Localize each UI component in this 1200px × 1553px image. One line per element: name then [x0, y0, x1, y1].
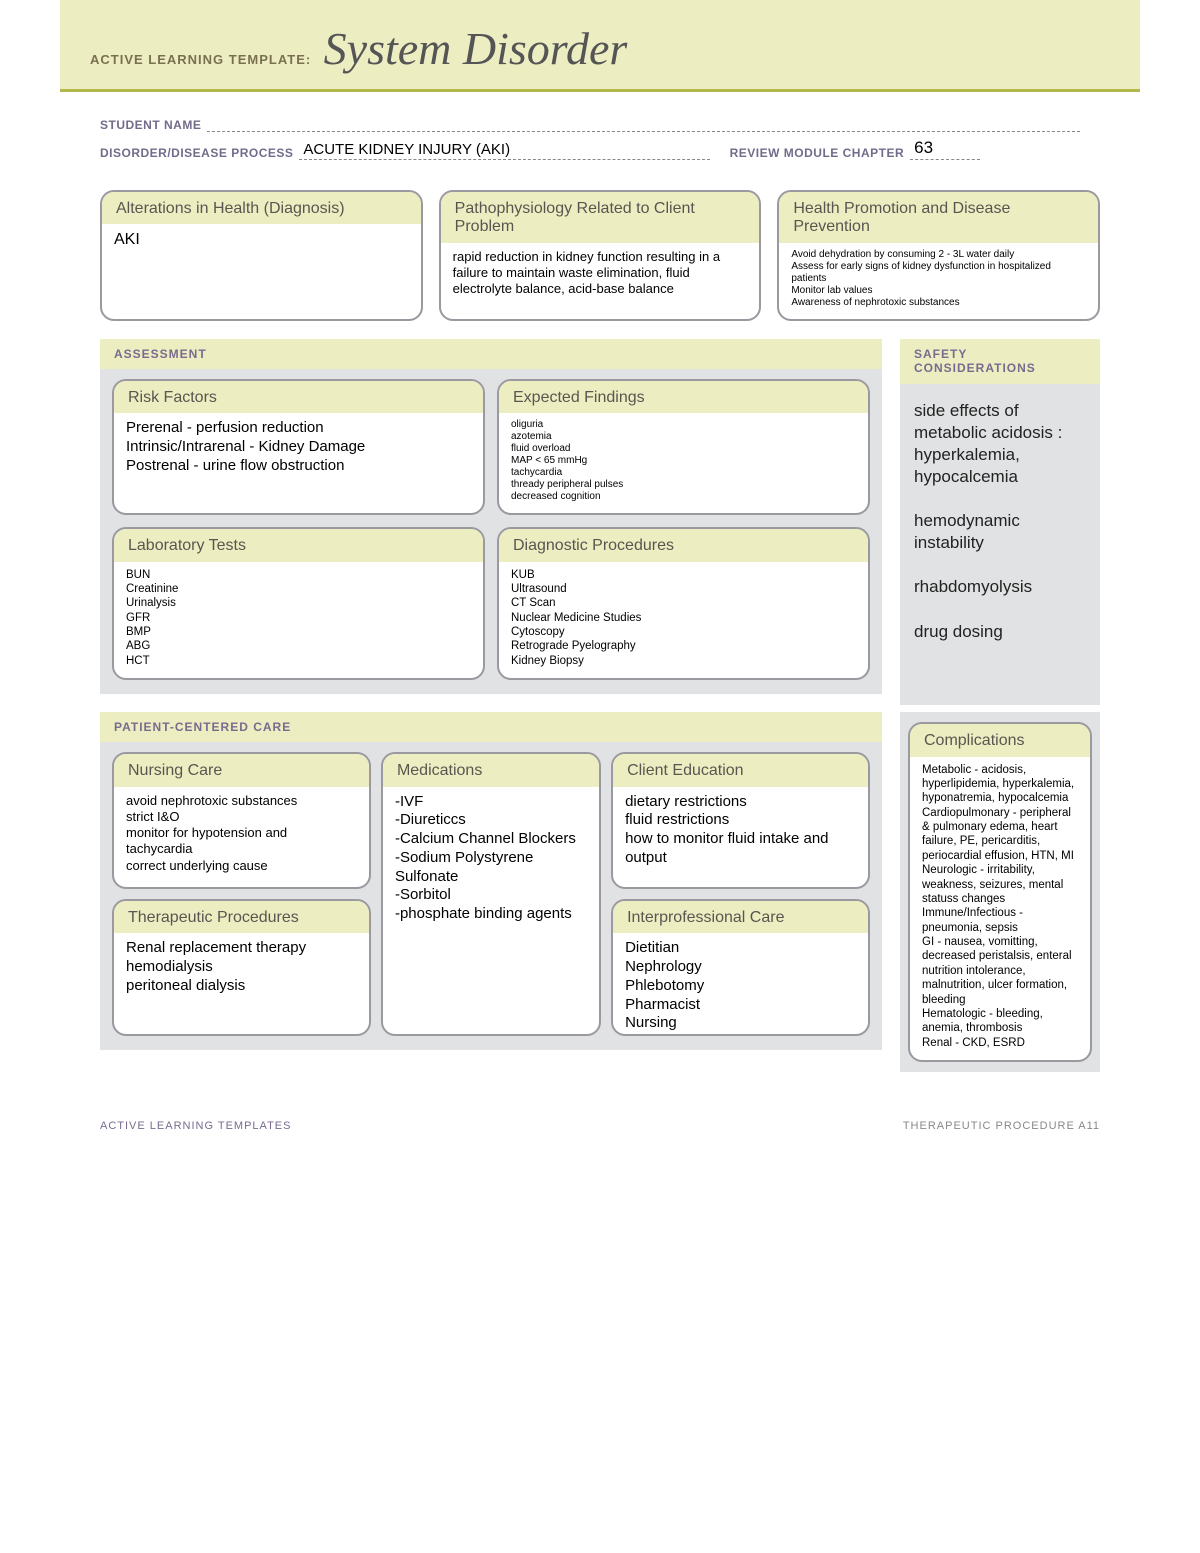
complications-box: Complications Metabolic - acidosis, hype… [908, 722, 1092, 1062]
chapter-label: REVIEW MODULE CHAPTER [730, 146, 905, 160]
student-name-line[interactable] [207, 114, 1080, 132]
risk-title: Risk Factors [114, 381, 483, 413]
complications-grey: Complications Metabolic - acidosis, hype… [900, 712, 1100, 1072]
assessment-split: ASSESSMENT Risk Factors Prerenal - perfu… [100, 339, 1100, 694]
nursing-body: avoid nephrotoxic substances strict I&O … [114, 787, 369, 884]
diag-title: Diagnostic Procedures [499, 529, 868, 561]
footer: ACTIVE LEARNING TEMPLATES THERAPEUTIC PR… [60, 1090, 1140, 1142]
care-left: PATIENT-CENTERED CARE Nursing Care avoid… [100, 712, 882, 1072]
top-row: Alterations in Health (Diagnosis) AKI Pa… [100, 190, 1100, 321]
interprof-title: Interprofessional Care [613, 901, 868, 933]
student-name-label: STUDENT NAME [100, 118, 201, 132]
assessment-left: ASSESSMENT Risk Factors Prerenal - perfu… [100, 339, 882, 694]
alterations-body: AKI [102, 224, 421, 260]
health-promo-title: Health Promotion and Disease Prevention [779, 192, 1098, 243]
footer-left: ACTIVE LEARNING TEMPLATES [100, 1120, 291, 1132]
page-title: System Disorder [324, 22, 628, 75]
health-promo-body: Avoid dehydration by consuming 2 - 3L wa… [779, 243, 1098, 319]
expected-box: Expected Findings oliguria azotemia flui… [497, 379, 870, 515]
nursing-box: Nursing Care avoid nephrotoxic substance… [112, 752, 371, 889]
assessment-grey: Risk Factors Prerenal - perfusion reduct… [100, 369, 882, 694]
alterations-title: Alterations in Health (Diagnosis) [102, 192, 421, 224]
health-promo-box: Health Promotion and Disease Prevention … [777, 190, 1100, 321]
labs-box: Laboratory Tests BUN Creatinine Urinalys… [112, 527, 485, 680]
safety-right: SAFETY CONSIDERATIONS side effects of me… [900, 339, 1100, 694]
diag-box: Diagnostic Procedures KUB Ultrasound CT … [497, 527, 870, 680]
care-grey: Nursing Care avoid nephrotoxic substance… [100, 742, 882, 1050]
page: ACTIVE LEARNING TEMPLATE: System Disorde… [60, 0, 1140, 1400]
care-split: PATIENT-CENTERED CARE Nursing Care avoid… [100, 712, 1100, 1072]
interprof-box: Interprofessional Care Dietitian Nephrol… [611, 899, 870, 1036]
therapeutic-body: Renal replacement therapy hemodialysis p… [114, 933, 369, 1005]
complications-body: Metabolic - acidosis, hyperlipidemia, hy… [910, 757, 1090, 1061]
therapeutic-title: Therapeutic Procedures [114, 901, 369, 933]
interprof-body: Dietitian Nephrology Phlebotomy Pharmaci… [613, 933, 868, 1035]
chapter-line[interactable]: 63 [910, 142, 980, 160]
meds-title: Medications [383, 754, 599, 786]
safety-label: SAFETY CONSIDERATIONS [900, 339, 1100, 384]
client-ed-body: dietary restrictions fluid restrictions … [613, 787, 868, 878]
patho-body: rapid reduction in kidney function resul… [441, 243, 760, 308]
patho-title: Pathophysiology Related to Client Proble… [441, 192, 760, 243]
disorder-line[interactable]: ACUTE KIDNEY INJURY (AKI) [299, 142, 709, 160]
diag-body: KUB Ultrasound CT Scan Nuclear Medicine … [499, 562, 868, 679]
meds-body: -IVF -Diureticcs -Calcium Channel Blocke… [383, 787, 599, 934]
footer-right: THERAPEUTIC PROCEDURE A11 [903, 1120, 1100, 1132]
client-ed-box: Client Education dietary restrictions fl… [611, 752, 870, 889]
header-banner: ACTIVE LEARNING TEMPLATE: System Disorde… [60, 0, 1140, 92]
template-label: ACTIVE LEARNING TEMPLATE: [90, 52, 311, 67]
risk-box: Risk Factors Prerenal - perfusion reduct… [112, 379, 485, 515]
client-ed-title: Client Education [613, 754, 868, 786]
patho-box: Pathophysiology Related to Client Proble… [439, 190, 762, 321]
safety-body: side effects of metabolic acidosis : hyp… [912, 394, 1088, 649]
disorder-value: ACUTE KIDNEY INJURY (AKI) [303, 141, 510, 158]
risk-body: Prerenal - perfusion reduction Intrinsic… [114, 413, 483, 485]
assessment-label: ASSESSMENT [100, 339, 882, 369]
chapter-value: 63 [914, 138, 933, 158]
disorder-label: DISORDER/DISEASE PROCESS [100, 146, 293, 160]
labs-body: BUN Creatinine Urinalysis GFR BMP ABG HC… [114, 562, 483, 679]
content-area: Alterations in Health (Diagnosis) AKI Pa… [60, 180, 1140, 1072]
therapeutic-box: Therapeutic Procedures Renal replacement… [112, 899, 371, 1036]
care-label: PATIENT-CENTERED CARE [100, 712, 882, 742]
complications-right: Complications Metabolic - acidosis, hype… [900, 712, 1100, 1072]
alterations-box: Alterations in Health (Diagnosis) AKI [100, 190, 423, 321]
meds-box: Medications -IVF -Diureticcs -Calcium Ch… [381, 752, 601, 1036]
complications-title: Complications [910, 724, 1090, 756]
expected-body: oliguria azotemia fluid overload MAP < 6… [499, 413, 868, 513]
nursing-title: Nursing Care [114, 754, 369, 786]
student-fields: STUDENT NAME DISORDER/DISEASE PROCESS AC… [60, 92, 1140, 180]
expected-title: Expected Findings [499, 381, 868, 413]
labs-title: Laboratory Tests [114, 529, 483, 561]
safety-grey: side effects of metabolic acidosis : hyp… [900, 384, 1100, 705]
